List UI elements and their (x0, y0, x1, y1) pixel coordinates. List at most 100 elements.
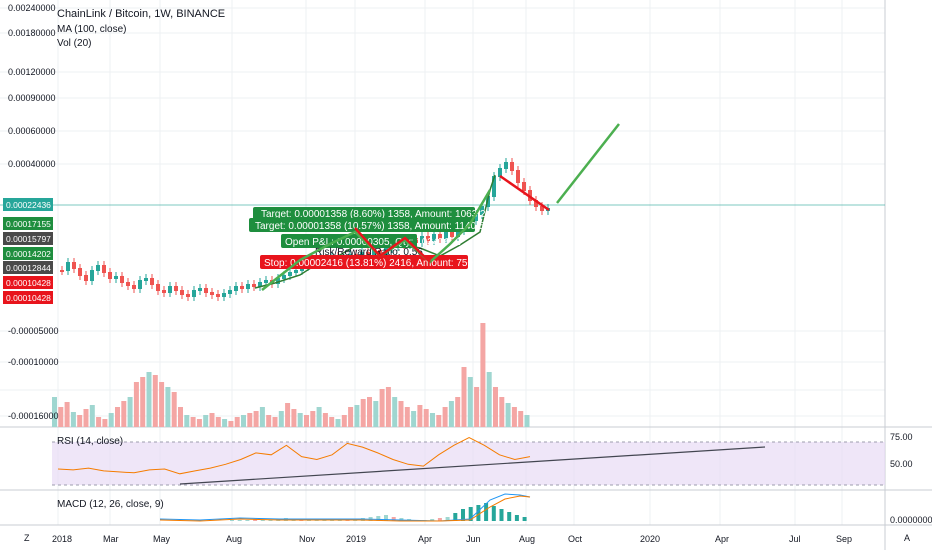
volume-bar (253, 411, 259, 427)
candle (534, 200, 538, 207)
volume-bar (77, 415, 83, 427)
price-tick: -0.00005000 (8, 326, 59, 336)
time-tick: Jun (466, 534, 481, 544)
candle (222, 293, 226, 297)
macd-bar (484, 503, 489, 521)
volume-bar (322, 413, 328, 427)
volume-bar (133, 382, 139, 427)
price-tick: 0.00240000 (8, 3, 56, 13)
volume-bar (442, 407, 448, 427)
volume-bar (165, 387, 171, 427)
volume-bar (430, 413, 435, 427)
volume-bar (398, 401, 404, 427)
volume-bar (329, 417, 335, 427)
volume-bar (228, 421, 234, 427)
candle (96, 265, 100, 271)
time-axis[interactable]: 2018 Mar May Aug Nov 2019 Apr Jun Aug Oc… (52, 534, 852, 544)
projection-line[interactable] (556, 123, 620, 204)
candle (210, 292, 214, 295)
vol-indicator-label[interactable]: Vol (20) (57, 38, 91, 49)
volume-bar (247, 413, 253, 427)
macd-bar (476, 505, 481, 521)
volume-bar (474, 387, 480, 427)
price-badge (3, 247, 53, 260)
target-label: Target: 0.00001358 (10.57%) 1358, Amount… (255, 221, 490, 232)
price-badges: 0.00022436 0.00017155 0.00015797 0.00014202… (3, 198, 53, 304)
rsi-tick: 75.00 (890, 432, 913, 442)
candle (126, 282, 130, 286)
candle (174, 286, 178, 291)
price-badge-text: 0.00015797 (6, 234, 51, 244)
zoom-icon[interactable]: Z (24, 533, 30, 543)
candle (288, 272, 292, 276)
candle (522, 182, 526, 191)
price-axis[interactable]: 0.00240000 0.00180000 0.00120000 0.00090… (8, 3, 59, 421)
macd-label[interactable]: MACD (12, 26, close, 9) (57, 499, 164, 510)
price-tick: 0.00180000 (8, 28, 56, 38)
price-badge (3, 276, 53, 289)
macd-bar (468, 507, 473, 521)
auto-scale-icon[interactable]: A (904, 533, 910, 543)
candle (162, 290, 166, 293)
volume-bar (423, 409, 429, 427)
symbol-title: ChainLink / Bitcoin, 1W, BINANCE (57, 8, 225, 20)
price-tick: 0.00060000 (8, 126, 56, 136)
candle (282, 275, 286, 279)
volume-bar (115, 407, 120, 427)
macd-bar (461, 509, 465, 521)
rsi-tick: 50.00 (890, 459, 913, 469)
macd-bar (399, 518, 404, 521)
volume-bar (266, 415, 272, 427)
ma-indicator-label[interactable]: MA (100, close) (57, 24, 126, 35)
price-badge-text: 0.00014202 (6, 249, 51, 259)
candle (456, 230, 460, 237)
volume-bar (448, 401, 454, 427)
candle (372, 250, 376, 257)
price-badge (3, 198, 53, 211)
volume-bar (196, 419, 202, 427)
candle (516, 170, 520, 183)
candle (240, 286, 244, 289)
candle (132, 285, 136, 289)
candle (186, 294, 190, 297)
price-badge-text: 0.00022436 (6, 200, 51, 210)
volume-bar (70, 412, 76, 427)
volume-bar (348, 407, 354, 427)
rsi-label[interactable]: RSI (14, close) (57, 436, 123, 447)
macd-tick: 0.00000000 (890, 515, 932, 525)
candle (492, 176, 496, 197)
volume-bar (417, 405, 423, 427)
candle (192, 290, 196, 297)
candle (450, 232, 454, 237)
rsi-trendline[interactable] (179, 446, 766, 485)
volume-bar (524, 415, 530, 427)
volume-bar (64, 402, 70, 427)
candle (246, 284, 250, 289)
macd-bar (522, 517, 527, 521)
time-tick: Oct (568, 534, 583, 544)
macd-bar (245, 520, 250, 521)
volume-bar (121, 401, 127, 427)
candle (102, 265, 106, 273)
candle (108, 272, 112, 279)
volume-bar (285, 403, 291, 427)
volume-bar (83, 409, 89, 427)
macd-bar (499, 509, 504, 521)
volume-bar (52, 397, 57, 427)
volume-bar (486, 372, 492, 427)
volume-bar (436, 415, 442, 427)
volume-bar (215, 417, 221, 427)
zigzag-red[interactable] (354, 227, 431, 263)
candle (114, 276, 118, 279)
macd-bar (391, 517, 396, 521)
volume-bar (203, 415, 209, 427)
volume-bar (241, 415, 246, 427)
macd-bar (507, 512, 512, 521)
volume-bar (404, 407, 410, 427)
volume-bar (461, 367, 467, 427)
position-tool[interactable]: Target: 0.00001358 (8.60%) 1358, Amount:… (249, 207, 490, 269)
grid (0, 0, 885, 525)
downtrend-line[interactable] (499, 174, 550, 212)
volume-bar (367, 397, 372, 427)
